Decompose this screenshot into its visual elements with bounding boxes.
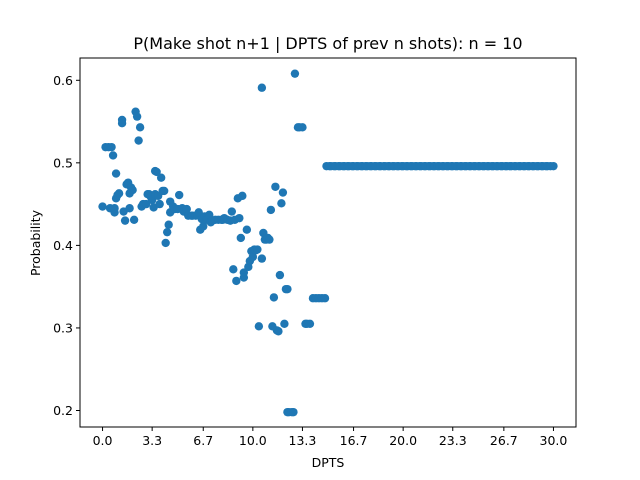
data-point-105 (269, 293, 279, 302)
data-point-106 (271, 182, 280, 191)
data-point-22 (129, 215, 139, 224)
data-point-112 (280, 319, 289, 329)
data-point-4 (107, 142, 116, 152)
data-point-29 (141, 199, 151, 209)
data-point-80 (232, 276, 241, 286)
data-point-96 (257, 83, 267, 92)
data-point-97 (257, 254, 267, 263)
x-tick-label-6: 20.0 (389, 433, 417, 448)
x-tick-label-2: 6.7 (193, 433, 213, 448)
data-point-109 (275, 270, 285, 280)
data-point-86 (239, 273, 249, 282)
data-point-84 (238, 191, 247, 201)
y-tick-label-2: 0.4 (53, 238, 73, 253)
data-point-102 (265, 235, 274, 244)
data-point-78 (229, 265, 238, 274)
y-axis-label: Probability (28, 209, 43, 276)
data-point-43 (161, 238, 170, 248)
data-point-103 (266, 205, 276, 215)
data-point-19 (125, 204, 134, 213)
data-point-60 (194, 208, 203, 217)
data-point-39 (155, 199, 164, 209)
y-tick-label-3: 0.5 (53, 155, 73, 170)
data-point-83 (236, 233, 246, 243)
data-point-231 (549, 161, 558, 171)
x-tick-label-9: 30.0 (540, 433, 568, 448)
data-point-54 (182, 204, 191, 214)
data-point-91 (248, 252, 258, 262)
data-point-108 (274, 327, 283, 336)
data-point-118 (289, 407, 298, 417)
x-tick-label-7: 23.3 (439, 433, 467, 448)
plot-area-frame (79, 57, 577, 428)
data-point-125 (305, 319, 315, 329)
x-tick-label-4: 13.3 (289, 433, 317, 448)
data-point-114 (283, 284, 292, 294)
data-point-42 (159, 186, 169, 196)
x-tick-label-1: 3.3 (142, 433, 162, 448)
data-point-9 (111, 169, 121, 178)
data-point-45 (164, 220, 173, 229)
x-tick-label-0: 0.0 (93, 433, 113, 448)
data-point-94 (253, 245, 262, 254)
data-point-119 (290, 69, 300, 78)
data-point-26 (135, 123, 145, 132)
x-tick-label-8: 26.7 (490, 433, 518, 448)
data-point-13 (117, 119, 127, 128)
y-tick-label-1: 0.3 (53, 320, 73, 335)
data-point-15 (120, 216, 130, 225)
x-axis-ticks: 0.0 3.3 6.7 10.0 13.3 16.7 20.0 23.3 26.7 30.0 (93, 427, 568, 448)
data-point-122 (298, 123, 307, 132)
data-point-37 (152, 167, 161, 177)
data-point-0 (98, 202, 107, 211)
y-axis-ticks: 0.2 0.3 0.4 0.5 0.6 (53, 73, 80, 418)
x-tick-label-3: 10.0 (239, 433, 267, 448)
data-point-11 (114, 189, 124, 198)
data-point-95 (254, 322, 264, 331)
data-points (98, 69, 558, 417)
data-point-44 (162, 227, 172, 237)
chart-title: P(Make shot n+1 | DPTS of prev n shots):… (133, 34, 522, 53)
data-point-111 (278, 188, 288, 197)
data-point-130 (320, 294, 330, 303)
data-point-24 (132, 112, 142, 121)
data-point-40 (156, 173, 166, 182)
data-point-77 (227, 207, 237, 216)
data-point-63 (199, 222, 208, 231)
data-point-25 (134, 136, 143, 145)
y-tick-label-0: 0.2 (53, 403, 73, 418)
x-axis-label: DPTS (312, 455, 345, 470)
data-point-110 (277, 199, 286, 208)
y-tick-label-4: 0.6 (53, 73, 73, 88)
data-point-51 (175, 190, 184, 200)
data-point-21 (128, 185, 137, 195)
x-tick-label-5: 16.7 (340, 433, 368, 448)
data-point-82 (235, 213, 244, 223)
data-point-5 (108, 151, 118, 160)
data-point-87 (242, 225, 252, 234)
data-point-7 (110, 204, 119, 213)
